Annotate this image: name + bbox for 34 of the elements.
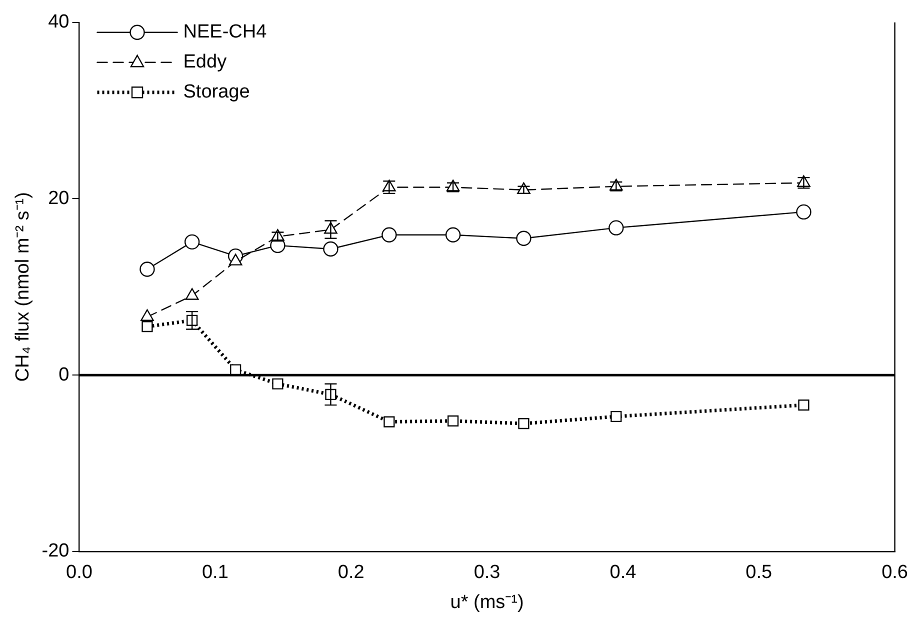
- point: [608, 220, 624, 236]
- legend-label: Eddy: [183, 52, 228, 73]
- point: [445, 227, 461, 242]
- point: [384, 416, 395, 428]
- x-tick-label: 0.6: [882, 562, 908, 584]
- point: [610, 410, 622, 422]
- y-tick-label: -20: [42, 540, 70, 562]
- y-axis-title: CH₄ flux (nmol m⁻² s⁻¹): [12, 192, 34, 382]
- x-tick-label: 0.0: [66, 562, 92, 584]
- point: [230, 364, 242, 376]
- point: [798, 399, 810, 411]
- y-tick-label: 20: [48, 188, 70, 209]
- legend-label: NEE-CH4: [183, 22, 268, 43]
- point: [610, 181, 623, 192]
- x-tick-label: 0.1: [202, 562, 228, 584]
- y-tick-label: 0: [58, 364, 70, 386]
- point: [184, 234, 200, 250]
- point: [516, 230, 532, 246]
- point: [796, 204, 812, 220]
- point: [271, 232, 284, 242]
- x-tick-label: 0.4: [610, 562, 637, 584]
- point: [382, 227, 397, 242]
- x-tick-label: 0.3: [474, 562, 500, 584]
- point: [140, 262, 155, 277]
- point: [518, 418, 530, 430]
- x-tick-label: 0.2: [338, 562, 364, 584]
- point: [323, 241, 338, 257]
- x-axis-title: u* (ms⁻¹): [450, 592, 524, 613]
- point: [142, 321, 153, 332]
- y-tick-label: 40: [48, 12, 70, 33]
- x-tick-label: 0.5: [746, 562, 772, 584]
- point: [447, 415, 459, 426]
- legend-label: Storage: [183, 82, 250, 103]
- point: [272, 378, 284, 390]
